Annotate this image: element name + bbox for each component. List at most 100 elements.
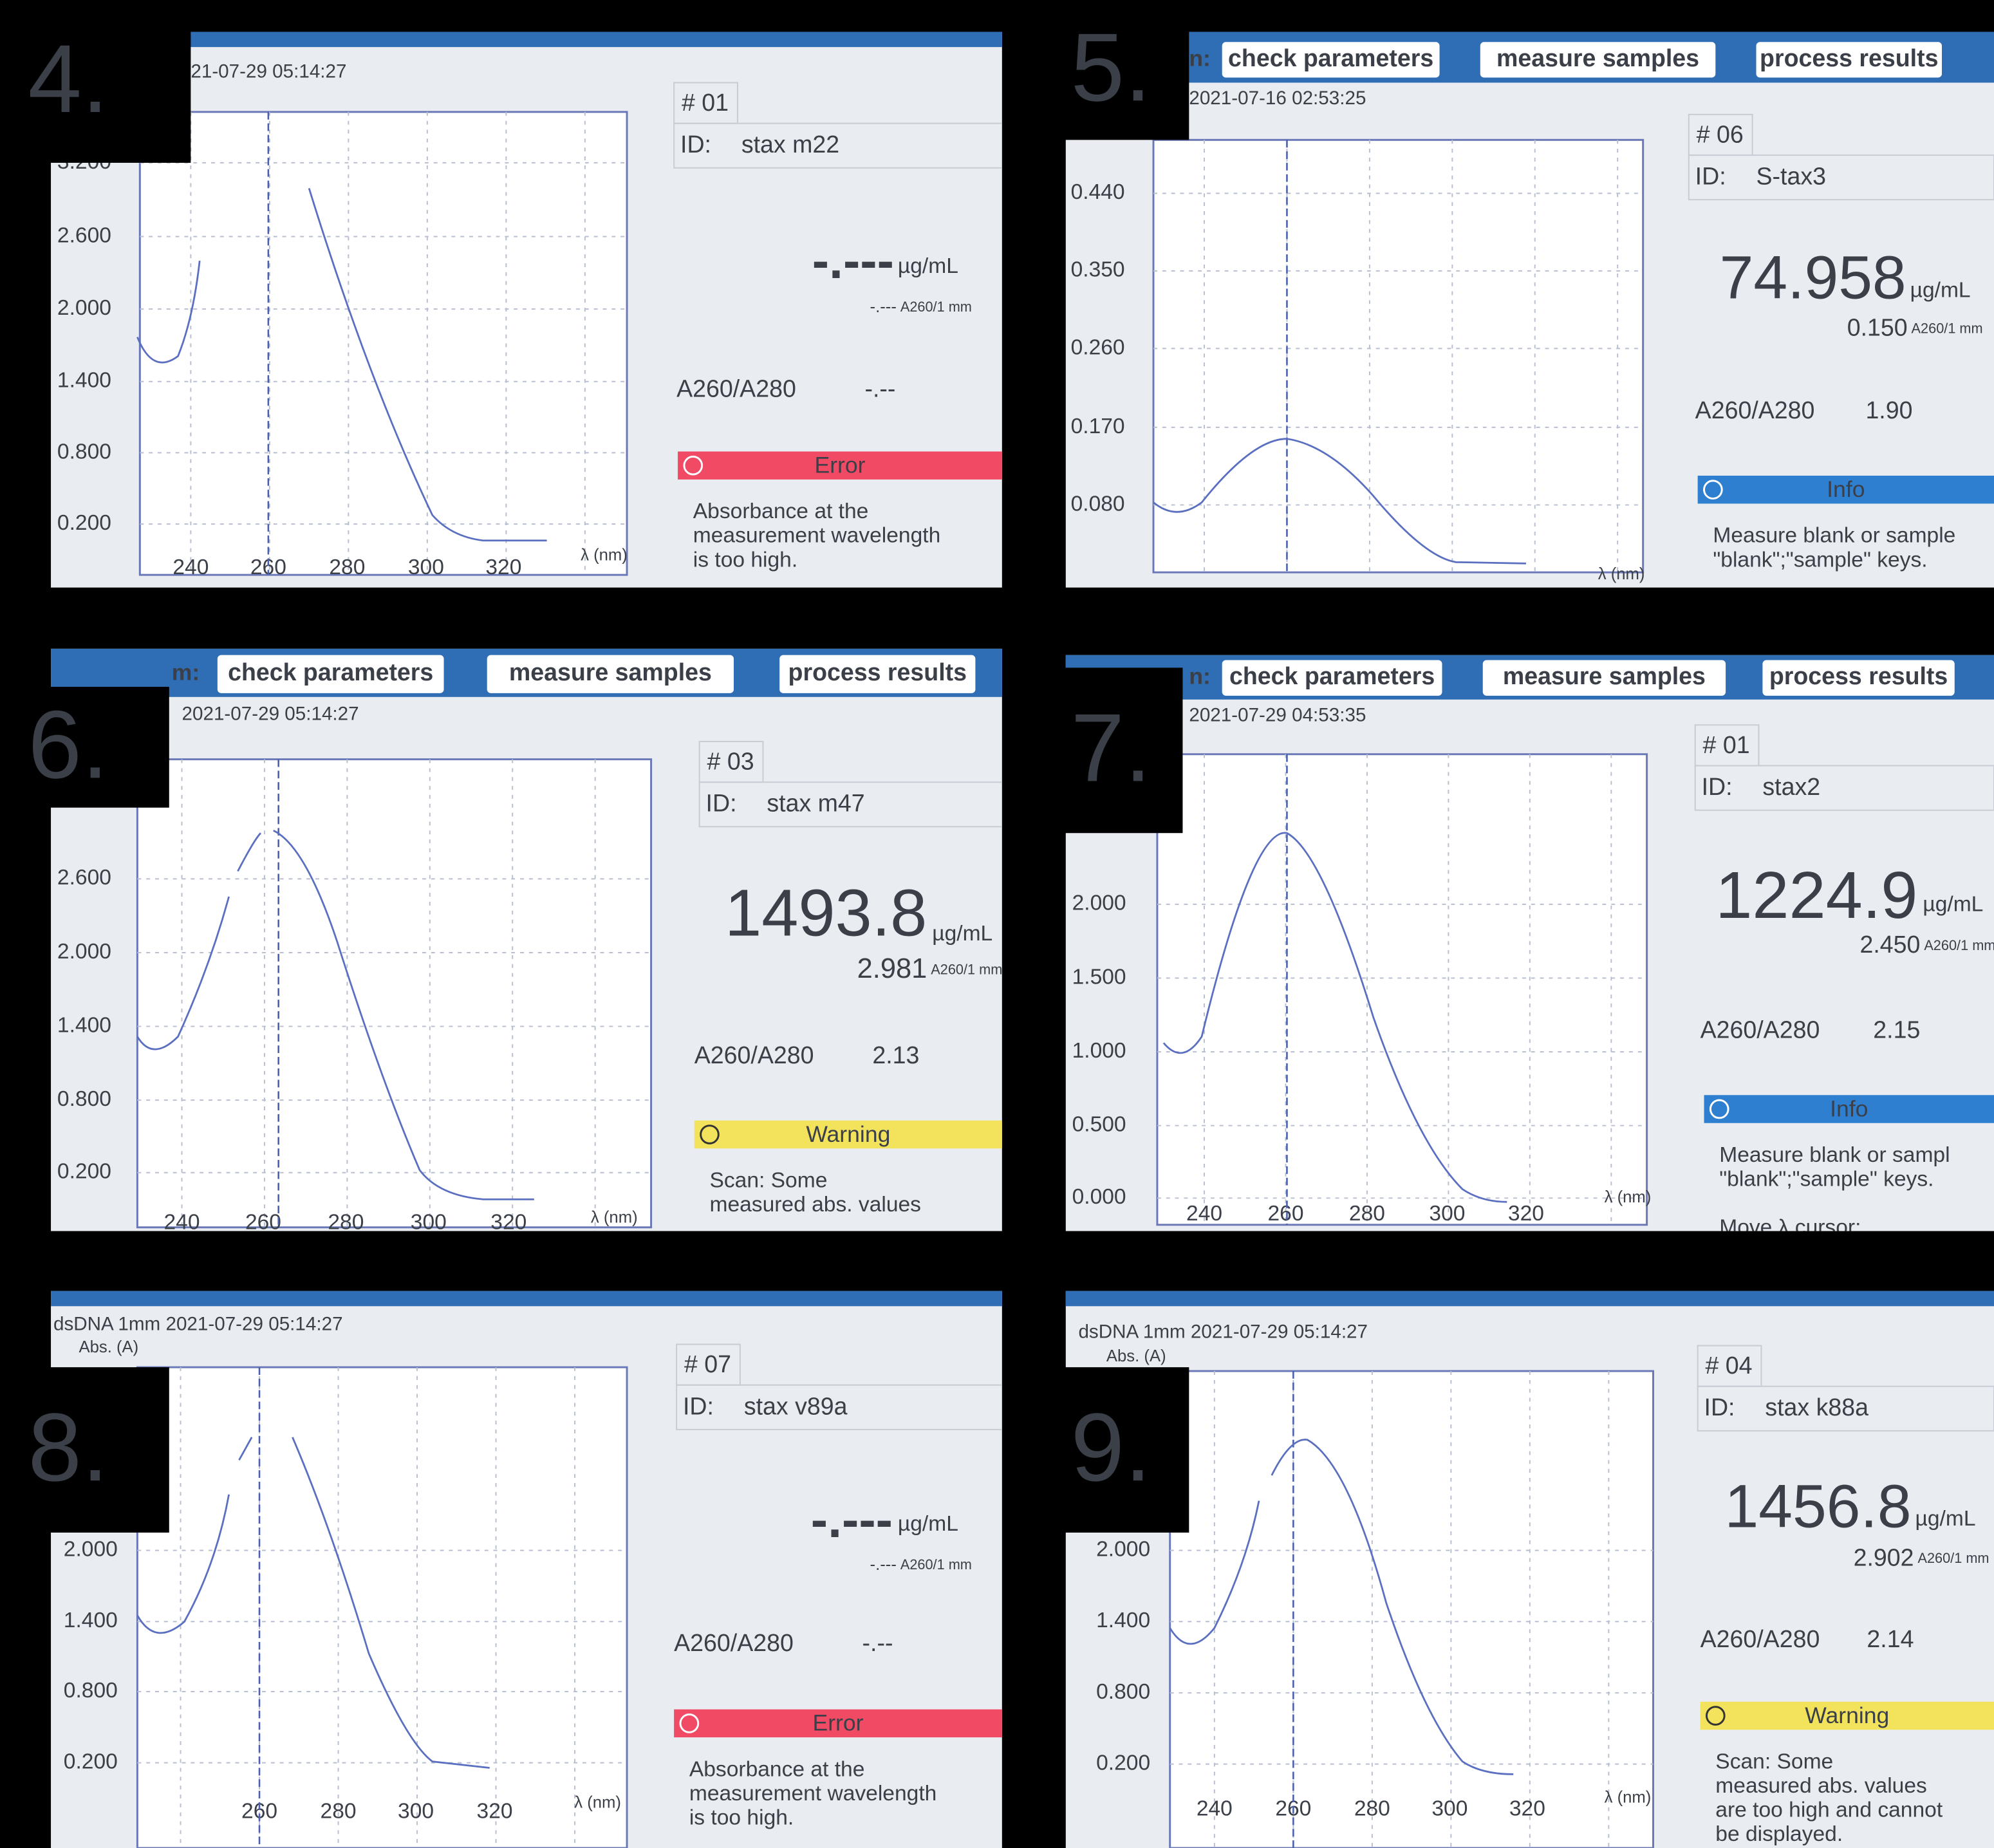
sample-id-label: ID: xyxy=(1704,1394,1735,1421)
tab-label[interactable]: check parameters xyxy=(228,658,433,686)
tab-label[interactable]: check parameters xyxy=(1228,44,1433,71)
panel-label: 4. xyxy=(28,24,108,133)
ratio-value: 2.14 xyxy=(1867,1625,1914,1652)
absorbance-unit: A260/1 mm xyxy=(1912,320,1983,336)
sample-id-label: ID: xyxy=(1702,773,1733,800)
x-tick-label: 240 xyxy=(164,1211,200,1235)
x-tick-label: 280 xyxy=(321,1800,357,1824)
ratio-value: 2.15 xyxy=(1873,1016,1920,1043)
ratio-label: A260/A280 xyxy=(1700,1625,1820,1652)
tab-label[interactable]: process results xyxy=(1769,662,1948,689)
y-tick-label: 0.440 xyxy=(1071,180,1125,204)
x-tick-label: 280 xyxy=(1354,1797,1390,1821)
plot-area xyxy=(137,760,651,1227)
y-tick-label: 0.200 xyxy=(1096,1751,1150,1775)
ratio-label: A260/A280 xyxy=(674,1629,794,1656)
absorbance-unit: A260/1 mm xyxy=(1924,937,1994,953)
message-text: Absorbance at the xyxy=(693,499,869,523)
x-tick-label: 300 xyxy=(408,555,444,579)
sample-id-label: ID: xyxy=(680,131,711,158)
message-text: Measure blank or sample xyxy=(1713,524,1955,548)
timestamp: dsDNA 1mm 2021-07-29 05:14:27 xyxy=(1078,1321,1368,1343)
tab-label[interactable]: measure samples xyxy=(509,658,712,686)
tab-label[interactable]: measure samples xyxy=(1496,44,1699,71)
sample-number: # 03 xyxy=(707,747,754,774)
y-tick-label: 2.000 xyxy=(1072,891,1126,915)
absorbance-unit: A260/1 mm xyxy=(900,1556,972,1573)
sample-id: stax m22 xyxy=(741,131,839,158)
x-tick-label: 320 xyxy=(477,1800,513,1824)
panel-label: 9. xyxy=(1071,1393,1151,1501)
y-axis-label: Abs. (A) xyxy=(1106,1347,1166,1365)
sample-id: stax v89a xyxy=(744,1392,848,1419)
message-title: Error xyxy=(813,1710,864,1736)
screenshot-collage: 21-07-29 05:14:273.2002.6002.0001.4000.8… xyxy=(0,0,1994,1848)
absorbance: 0.150 xyxy=(1847,314,1908,341)
y-tick-label: 0.200 xyxy=(57,1160,111,1184)
timestamp: 2021-07-29 05:14:27 xyxy=(182,703,359,724)
y-tick-label: 2.000 xyxy=(1096,1538,1150,1562)
concentration-unit: µg/mL xyxy=(1915,1507,1976,1531)
ratio-value: -.-- xyxy=(865,375,896,402)
x-tick-label: 320 xyxy=(1509,1797,1545,1821)
y-tick-label: 2.600 xyxy=(57,223,111,247)
ratio-value: -.-- xyxy=(862,1629,893,1656)
absorbance: 2.902 xyxy=(1854,1544,1914,1571)
y-tick-label: 0.500 xyxy=(1072,1113,1126,1137)
y-tick-label: 2.000 xyxy=(57,940,111,964)
concentration-unit: µg/mL xyxy=(898,1512,958,1536)
y-tick-label: 0.260 xyxy=(1071,335,1125,359)
message-title: Info xyxy=(1827,476,1865,502)
timestamp: 21-07-29 05:14:27 xyxy=(191,61,346,82)
x-tick-label: 240 xyxy=(172,555,209,579)
x-axis-label: λ (nm) xyxy=(574,1794,621,1812)
y-tick-label: 1.500 xyxy=(1072,965,1126,989)
ratio-label: A260/A280 xyxy=(694,1041,814,1069)
plot-area xyxy=(1157,754,1647,1225)
y-tick-label: 2.600 xyxy=(57,866,111,890)
message-text: measured abs. values xyxy=(709,1193,921,1217)
y-tick-label: 1.400 xyxy=(57,1013,111,1037)
concentration-unit: µg/mL xyxy=(932,922,992,946)
absorbance-unit: A260/1 mm xyxy=(900,299,972,315)
concentration: 74.958 xyxy=(1720,244,1906,312)
x-tick-label: 280 xyxy=(1349,1202,1385,1226)
x-axis-label: λ (nm) xyxy=(591,1209,638,1227)
message-title: Error xyxy=(814,453,865,478)
x-tick-label: 260 xyxy=(245,1211,281,1235)
ratio-value: 1.90 xyxy=(1865,397,1912,424)
y-tick-label: 0.800 xyxy=(1096,1680,1150,1704)
y-axis-label: Abs. (A) xyxy=(79,1338,138,1356)
concentration-unit: µg/mL xyxy=(1910,278,1971,302)
y-tick-label: 0.800 xyxy=(64,1679,118,1703)
tab-bar xyxy=(51,1291,1002,1307)
plot-area xyxy=(1153,140,1643,572)
y-tick-label: 1.400 xyxy=(57,369,111,393)
message-title: Warning xyxy=(806,1121,890,1147)
x-axis-label: λ (nm) xyxy=(1605,1188,1652,1206)
x-axis-label: λ (nm) xyxy=(1598,565,1645,583)
concentration-unit: µg/mL xyxy=(898,254,958,278)
message-text: be displayed. xyxy=(1715,1822,1843,1846)
sample-number: # 01 xyxy=(682,89,729,116)
message-text: Scan: Some xyxy=(1715,1750,1833,1773)
tab-label[interactable]: check parameters xyxy=(1229,662,1435,689)
tab-label[interactable]: measure samples xyxy=(1503,662,1706,689)
device-screen: dsDNA 1mm 2021-07-29 05:14:27Abs. (A)2.0… xyxy=(51,1291,1002,1848)
y-tick-label: 0.200 xyxy=(64,1750,118,1773)
sample-number: # 06 xyxy=(1697,120,1744,147)
message-text: Absorbance at the xyxy=(689,1757,865,1781)
y-tick-label: 1.400 xyxy=(1096,1609,1150,1632)
tab-label[interactable]: process results xyxy=(1760,44,1938,71)
absorbance-unit: A260/1 mm xyxy=(931,961,1002,977)
tab-prefix: n: xyxy=(1189,45,1211,71)
plot-area xyxy=(140,112,627,575)
x-tick-label: 240 xyxy=(1197,1797,1233,1821)
message-text: Measure blank or sampl xyxy=(1719,1143,1950,1167)
y-tick-label: 0.800 xyxy=(57,1087,111,1111)
x-tick-label: 280 xyxy=(328,1211,364,1235)
tab-label[interactable]: process results xyxy=(788,658,967,686)
x-axis-label: λ (nm) xyxy=(581,546,628,564)
y-tick-label: 2.000 xyxy=(57,296,111,320)
